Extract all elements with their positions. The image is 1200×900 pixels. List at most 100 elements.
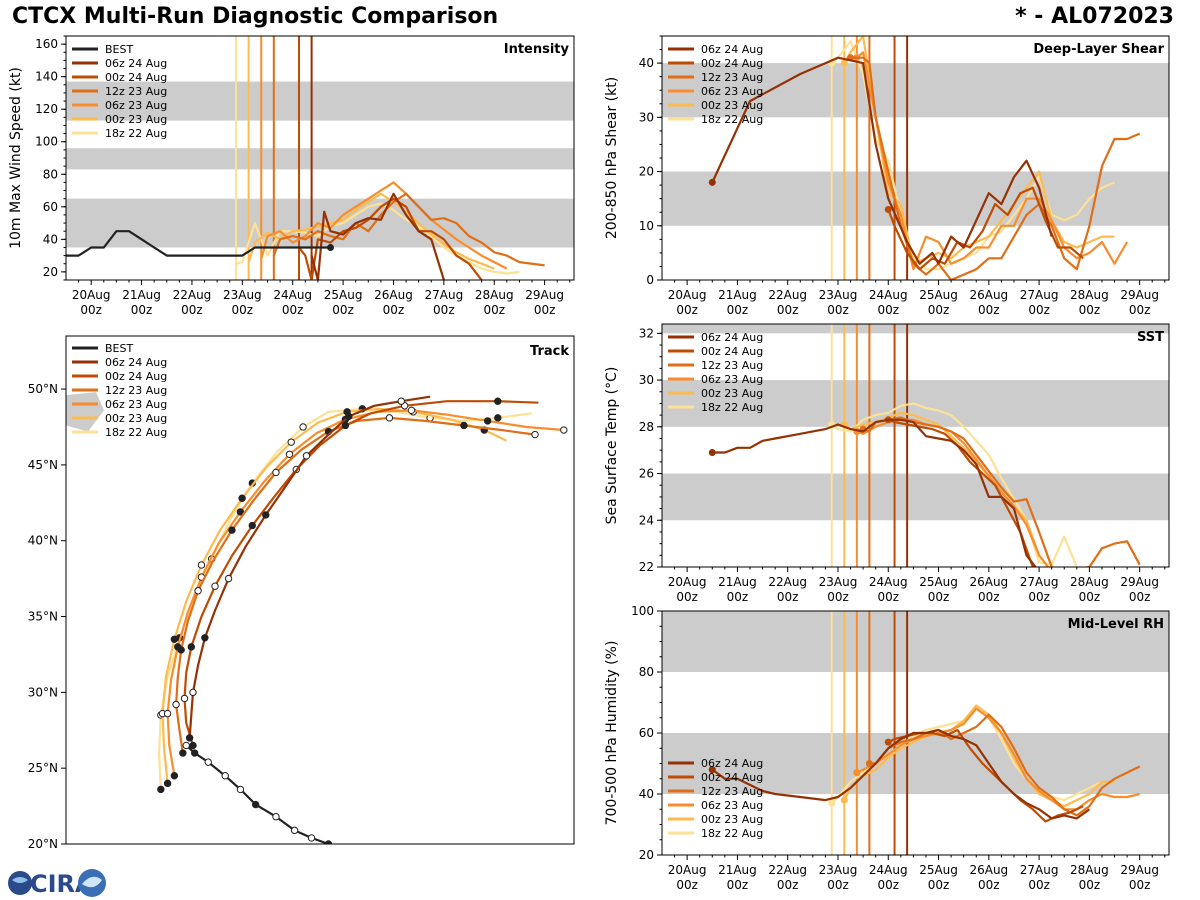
intensity-xtick-day: 26Aug (374, 288, 413, 302)
track-position-marker (494, 397, 502, 405)
legend-label: 00z 24 Aug (105, 71, 167, 84)
track-position-marker (531, 430, 539, 439)
shear-xtick-day: 20Aug (668, 288, 707, 302)
intensity-xtick-day: 24Aug (273, 288, 312, 302)
sst-plot-area (662, 324, 1169, 567)
intensity-ytick-label: 40 (43, 232, 58, 246)
rh-xtick-day: 28Aug (1070, 863, 1109, 877)
rh-xtick-hour: 00z (827, 878, 849, 892)
shear-shading-band (662, 171, 1169, 226)
shear-ytick-label: 30 (639, 110, 654, 124)
sst-series-line (831, 402, 1078, 567)
legend-label: 18z 22 Aug (105, 426, 167, 439)
rh-series-line (869, 713, 1141, 817)
rh-xtick-day: 21Aug (718, 863, 757, 877)
rh-xtick-hour: 00z (1079, 878, 1101, 892)
legend-label: 06z 23 Aug (105, 99, 167, 112)
shear-xtick-day: 28Aug (1070, 288, 1109, 302)
sst-xtick-hour: 00z (1129, 590, 1151, 604)
chart-title: CTCX Multi-Run Diagnostic Comparison (12, 4, 499, 29)
track-position-marker (172, 700, 180, 709)
intensity-ytick-label: 20 (43, 265, 58, 279)
track-line (166, 409, 564, 776)
intensity-shading-band (66, 81, 574, 121)
track-position-marker (204, 758, 212, 766)
shear-init-marker (884, 206, 892, 214)
intensity-plot-area (66, 36, 574, 280)
intensity-xtick-hour: 00z (282, 303, 304, 317)
intensity-xtick-day: 23Aug (223, 288, 262, 302)
intensity-ytick-label: 140 (35, 70, 58, 84)
shear-xtick-day: 27Aug (1020, 288, 1059, 302)
sst-xtick-day: 21Aug (718, 575, 757, 589)
track-position-marker (302, 452, 311, 460)
track-position-marker (272, 468, 280, 477)
rh-xtick-day: 27Aug (1020, 863, 1059, 877)
sst-shading-band (662, 473, 1169, 521)
rh-init-marker (828, 799, 836, 807)
intensity-ytick-label: 100 (35, 135, 58, 149)
sst-frame (661, 323, 1170, 568)
legend-label: 00z 23 Aug (701, 99, 763, 112)
track-panel-title: Track (530, 344, 569, 359)
track-position-marker (189, 688, 197, 697)
legend-label: 06z 24 Aug (701, 757, 763, 770)
intensity-panel-title: Intensity (504, 42, 570, 57)
sst-xtick-hour: 00z (1028, 590, 1050, 604)
intensity-xtick-hour: 00z (383, 303, 405, 317)
track-position-marker (290, 826, 299, 835)
rh-xtick-day: 22Aug (768, 863, 807, 877)
track-ytick-label: 20°N (28, 837, 58, 851)
rh-ytick-label: 80 (639, 665, 654, 679)
intensity-series-line (310, 192, 445, 280)
intensity-ytick-label: 60 (43, 200, 58, 214)
legend-label: 00z 24 Aug (701, 345, 763, 358)
rh-xtick-day: 23Aug (819, 863, 858, 877)
legend-label: 18z 22 Aug (701, 113, 763, 126)
rh-panel: 2040608010020Aug00z21Aug00z22Aug00z23Aug… (604, 604, 1170, 892)
rh-xtick-day: 25Aug (919, 863, 958, 877)
intensity-series-line (260, 181, 508, 270)
track-position-marker (262, 511, 270, 519)
legend-label: 00z 24 Aug (105, 370, 167, 383)
shear-ytick-label: 0 (646, 273, 654, 287)
sst-shading-band (662, 324, 1169, 334)
shear-ytick-label: 40 (639, 56, 654, 70)
rh-series-line (843, 704, 1115, 808)
track-position-marker (190, 749, 199, 757)
intensity-xtick-day: 27Aug (424, 288, 463, 302)
rh-init-marker (884, 738, 892, 746)
shear-xtick-day: 29Aug (1120, 288, 1159, 302)
intensity-xtick-day: 28Aug (475, 288, 514, 302)
legend-label: 18z 22 Aug (701, 827, 763, 840)
track-position-marker (180, 694, 189, 703)
sst-ytick-label: 26 (639, 467, 654, 481)
track-position-marker (157, 785, 165, 794)
rh-init-marker (708, 766, 716, 774)
storm-id: * - AL072023 (1015, 4, 1174, 29)
sst-ytick-label: 22 (639, 560, 654, 574)
track-ytick-label: 45°N (28, 458, 58, 472)
intensity-xtick-hour: 00z (483, 303, 505, 317)
sst-ytick-label: 30 (639, 373, 654, 387)
track-position-marker (407, 406, 416, 415)
track-position-marker (236, 508, 245, 516)
track-position-marker (228, 526, 236, 534)
track-position-marker (238, 494, 246, 502)
intensity-series-line (235, 202, 520, 275)
rh-ytick-label: 40 (639, 787, 654, 801)
rh-xtick-hour: 00z (777, 878, 799, 892)
legend-label: 00z 23 Aug (701, 813, 763, 826)
intensity-series-line (298, 197, 483, 280)
track-ytick-label: 25°N (28, 761, 58, 775)
track-position-marker (179, 749, 187, 757)
track-line (161, 407, 507, 784)
track-line (185, 744, 329, 844)
legend-label: 06z 23 Aug (701, 373, 763, 386)
track-position-marker (224, 574, 233, 583)
intensity-xtick-day: 22Aug (173, 288, 212, 302)
legend-label: 12z 23 Aug (105, 384, 167, 397)
track-position-marker (194, 587, 202, 595)
shear-series-line (843, 36, 1115, 265)
